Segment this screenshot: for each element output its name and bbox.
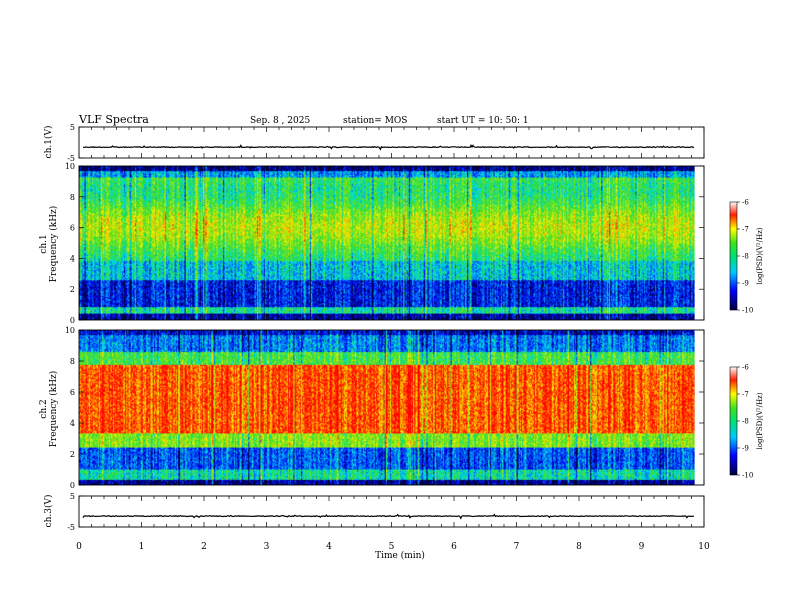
colorbar-tick-label: -10: [742, 307, 753, 315]
ch1-spectrogram-channel-label: ch.1: [39, 234, 49, 253]
colorbar-tick-label: -10: [742, 472, 753, 480]
ch1-colorbar-ticks: -6 -7 -8 -9 -10: [737, 199, 753, 315]
y-tick-label: 2: [70, 450, 75, 459]
spectrogram-image: [79, 166, 695, 320]
y-tick-label: 8: [70, 193, 75, 202]
x-tick-label: 1: [139, 542, 145, 552]
time-axis-label: Time (min): [375, 550, 425, 561]
colorbar-tick-label: -9: [742, 280, 749, 288]
ch2-colorbar-ticks: -6 -7 -8 -9 -10: [737, 364, 753, 480]
y-tick-label: -5: [67, 154, 75, 163]
ch1-waveform-ylabel: ch.1(V): [43, 126, 54, 159]
time-axis: 0 1 2 3 4 5 6 7 8 9 10: [76, 542, 710, 552]
colorbar-tick-label: -9: [742, 445, 749, 453]
y-tick-label: -5: [67, 523, 75, 532]
y-tick-label: 2: [70, 285, 75, 294]
ch1-waveform-panel: 5 -5: [67, 123, 705, 163]
ch1-spectrogram-ylabel: Frequency (kHz): [48, 206, 59, 283]
y-tick-label: 10: [65, 162, 75, 171]
ch2-colorbar: -6 -7 -8 -9 -10 log(PSD)(V²/Hz): [729, 364, 764, 480]
x-tick-label: 4: [326, 542, 332, 552]
figure-title: VLF Spectra: [78, 113, 149, 126]
colorbar-tick-label: -8: [742, 253, 749, 261]
ch3-waveform-panel: 5 -5: [67, 492, 705, 532]
y-tick-label: 10: [65, 326, 75, 335]
ch2-colorbar-gradient: [729, 366, 738, 476]
y-tick-label: 0: [70, 316, 75, 325]
ch3-waveform-ylabel: ch.3(V): [43, 495, 54, 528]
x-tick-label: 10: [698, 542, 710, 552]
y-tick-label: 5: [70, 123, 75, 132]
ch2-spectrogram-channel-label: ch.2: [39, 399, 49, 418]
y-tick-label: 8: [70, 357, 75, 366]
ch1-spectrogram-panel: 0 2 4 6 8 10: [65, 162, 705, 325]
y-tick-label: 4: [70, 419, 75, 428]
station-label: station= MOS: [343, 116, 407, 126]
waveform-trace: [82, 513, 695, 520]
y-tick-label: 5: [70, 492, 75, 501]
colorbar-tick-label: -6: [742, 199, 749, 207]
colorbar-tick-label: -6: [742, 364, 749, 372]
ch2-spectrogram-ylabel: Frequency (kHz): [48, 371, 59, 448]
spectrogram-image: [79, 330, 695, 485]
y-tick-label: 4: [70, 254, 75, 263]
ch2-colorbar-label: log(PSD)(V²/Hz): [756, 392, 764, 449]
y-tick-label: 6: [70, 388, 75, 397]
ch1-colorbar-label: log(PSD)(V²/Hz): [756, 227, 764, 284]
start-ut-label: start UT = 10: 50: 1: [437, 116, 529, 126]
x-tick-label: 9: [639, 542, 645, 552]
x-tick-label: 0: [76, 542, 82, 552]
x-tick-label: 2: [201, 542, 207, 552]
ch1-colorbar: -6 -7 -8 -9 -10 log(PSD)(V²/Hz): [729, 199, 764, 315]
x-tick-label: 5: [389, 542, 395, 552]
y-tick-label: 0: [70, 481, 75, 490]
x-tick-label: 3: [264, 542, 270, 552]
x-tick-label: 8: [576, 542, 582, 552]
ch2-spectrogram-panel: 0 2 4 6 8 10: [65, 326, 705, 490]
y-tick-label: 6: [70, 224, 75, 233]
colorbar-tick-label: -7: [742, 226, 749, 234]
ch1-colorbar-gradient: [729, 201, 738, 311]
colorbar-tick-label: -7: [742, 391, 749, 399]
colorbar-tick-label: -8: [742, 418, 749, 426]
waveform-trace: [83, 144, 695, 151]
x-tick-label: 6: [451, 542, 457, 552]
x-tick-label: 7: [514, 542, 520, 552]
date-label: Sep. 8 , 2025: [250, 116, 310, 126]
